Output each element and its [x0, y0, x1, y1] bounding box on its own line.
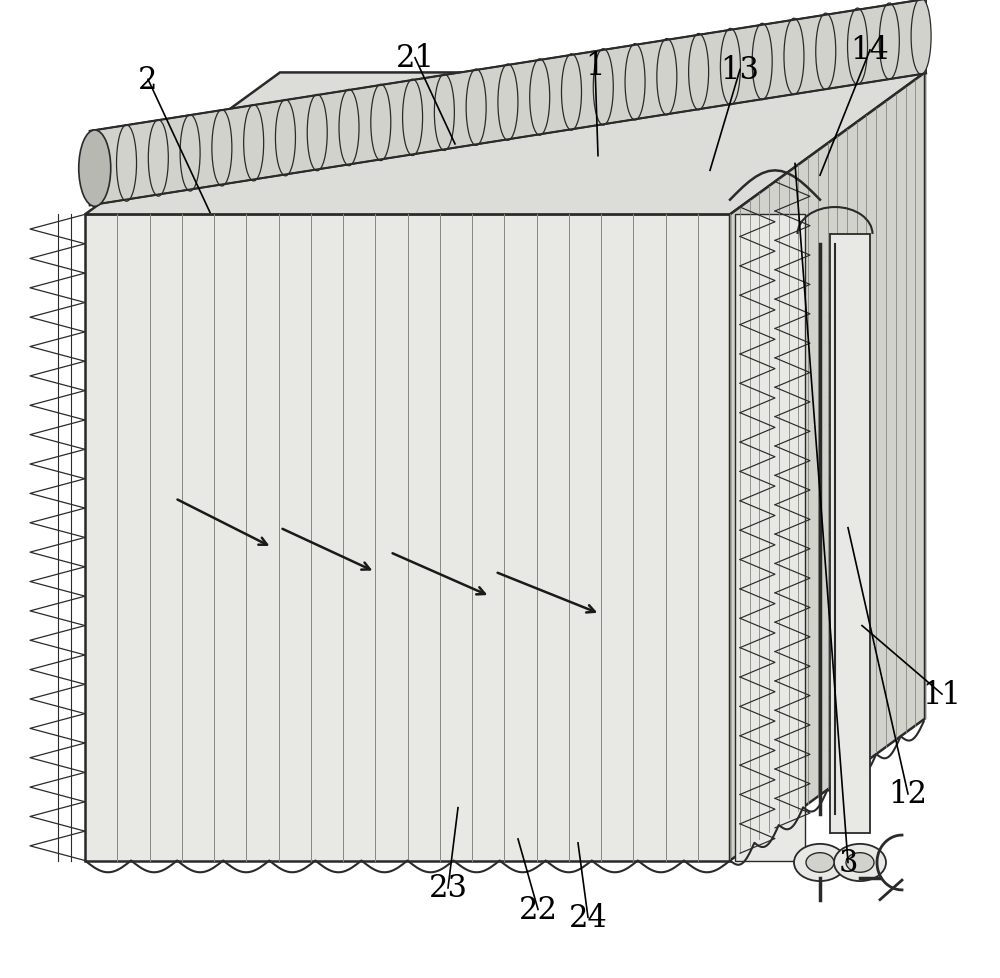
Ellipse shape: [339, 90, 359, 166]
Text: 14: 14: [851, 35, 889, 67]
Polygon shape: [730, 73, 925, 861]
Ellipse shape: [720, 29, 740, 106]
Polygon shape: [85, 215, 730, 861]
Ellipse shape: [816, 14, 836, 90]
Ellipse shape: [85, 131, 105, 207]
Text: 2: 2: [138, 65, 158, 96]
Ellipse shape: [403, 80, 423, 156]
Ellipse shape: [117, 126, 137, 202]
Ellipse shape: [752, 24, 772, 101]
Text: 13: 13: [720, 55, 760, 86]
Polygon shape: [85, 73, 925, 215]
Text: 12: 12: [889, 778, 928, 810]
Polygon shape: [90, 0, 926, 206]
Ellipse shape: [307, 95, 327, 171]
Ellipse shape: [148, 120, 168, 197]
Text: 23: 23: [428, 872, 468, 904]
Ellipse shape: [530, 60, 550, 136]
Ellipse shape: [371, 85, 391, 161]
Ellipse shape: [848, 9, 868, 85]
Ellipse shape: [275, 101, 295, 177]
Ellipse shape: [498, 65, 518, 141]
Text: 24: 24: [569, 902, 607, 933]
Ellipse shape: [212, 111, 232, 187]
Ellipse shape: [244, 106, 264, 182]
Polygon shape: [830, 235, 870, 833]
Ellipse shape: [689, 34, 709, 111]
Ellipse shape: [593, 50, 613, 126]
Ellipse shape: [846, 853, 874, 872]
Ellipse shape: [434, 75, 454, 152]
Text: 22: 22: [518, 894, 558, 925]
Ellipse shape: [784, 20, 804, 96]
Text: 3: 3: [838, 847, 858, 878]
Ellipse shape: [466, 70, 486, 147]
Ellipse shape: [794, 844, 846, 881]
Polygon shape: [735, 215, 805, 861]
Text: 11: 11: [922, 679, 962, 710]
Ellipse shape: [879, 4, 899, 80]
Ellipse shape: [180, 115, 200, 192]
Ellipse shape: [834, 844, 886, 881]
Ellipse shape: [911, 0, 931, 75]
Ellipse shape: [806, 853, 834, 872]
Ellipse shape: [625, 45, 645, 121]
Ellipse shape: [79, 131, 111, 207]
Text: 21: 21: [396, 43, 434, 74]
Ellipse shape: [657, 39, 677, 115]
Ellipse shape: [561, 55, 581, 131]
Text: 1: 1: [585, 51, 605, 82]
